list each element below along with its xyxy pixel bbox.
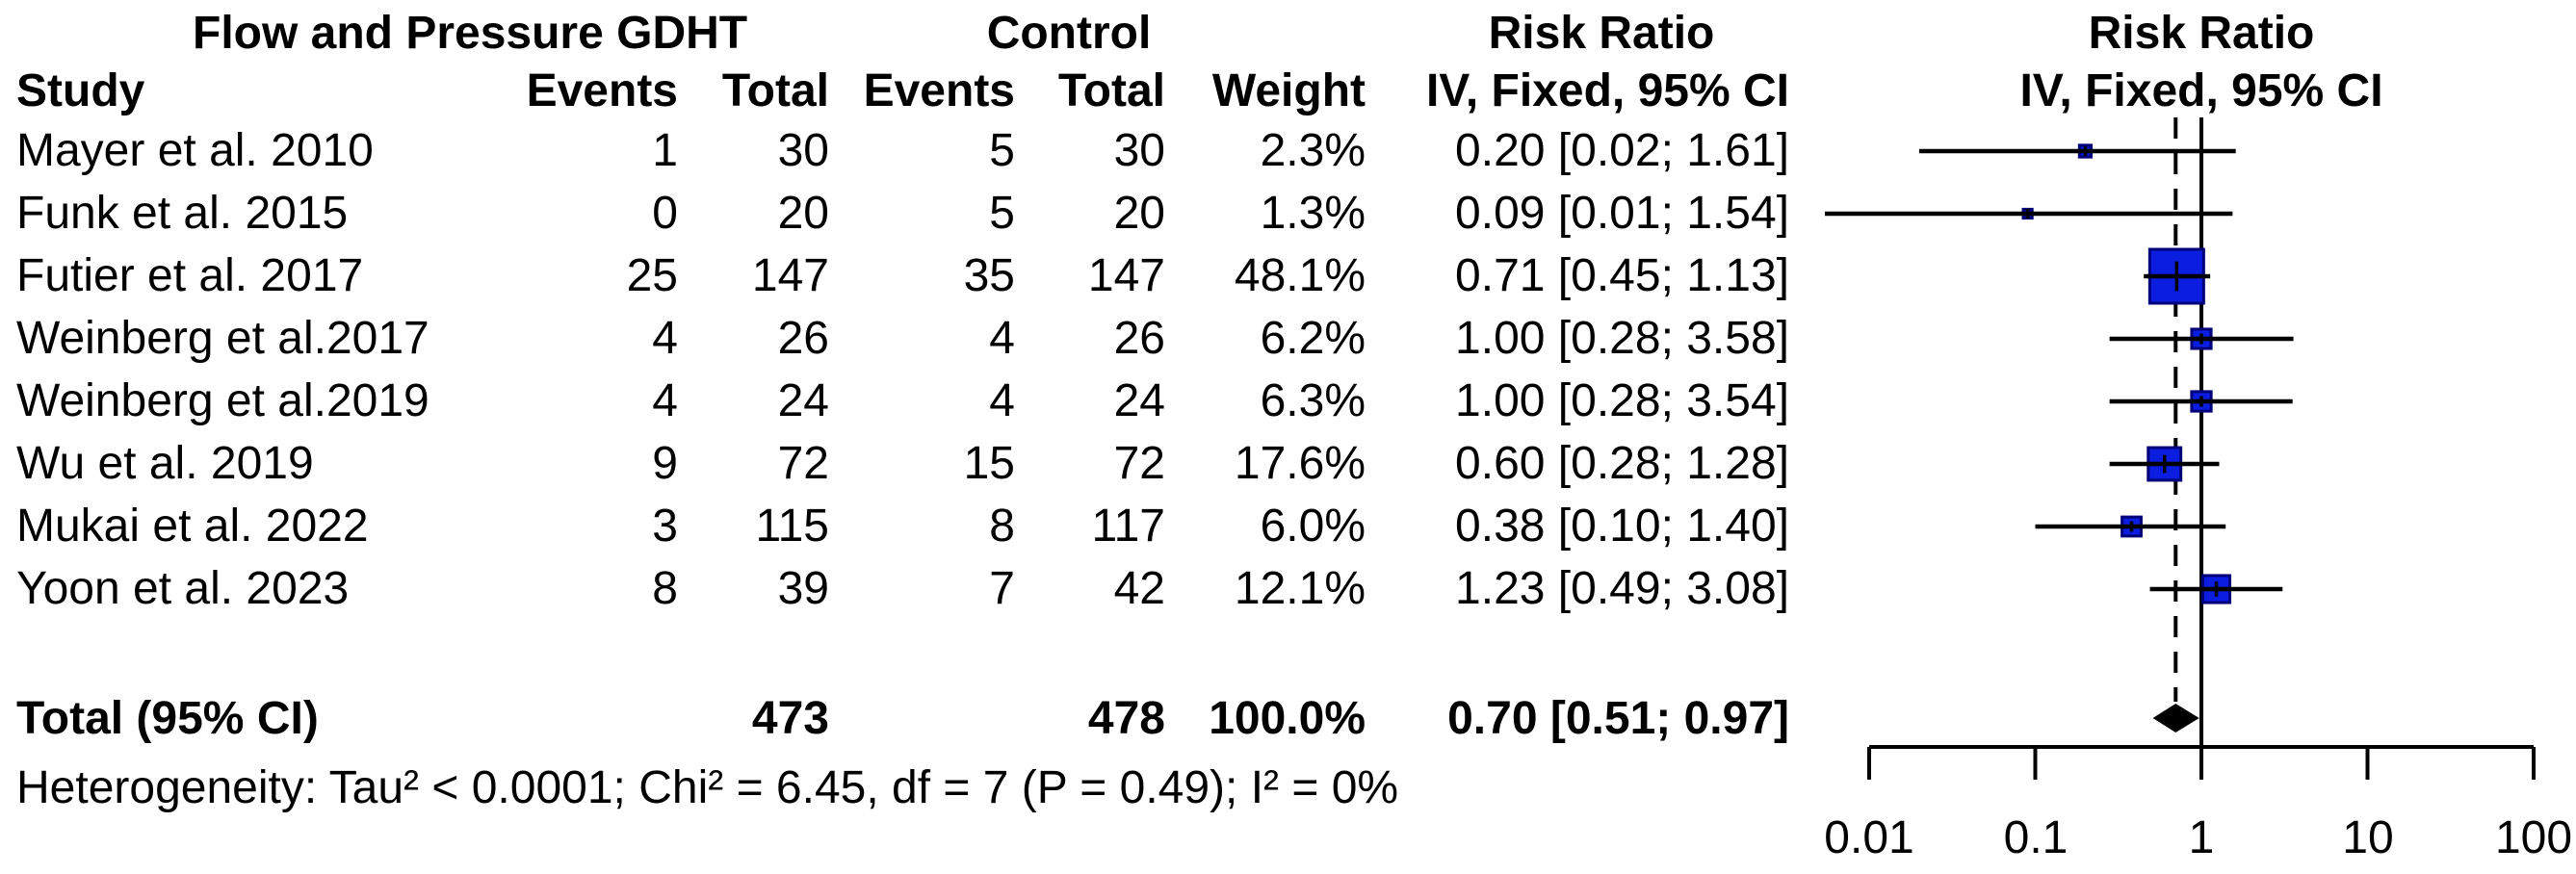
study-column-header: Study	[16, 65, 145, 116]
control-total: 117	[1091, 501, 1165, 552]
header-group-row: Flow and Pressure GDHT Control Risk Rati…	[0, 2, 2576, 64]
effect-estimate: 0.71 [0.45; 1.13]	[1455, 250, 1789, 301]
gdht-total: 147	[751, 250, 829, 301]
control-events: 35	[963, 250, 1015, 301]
gdht-total-column-header: Total	[721, 65, 829, 116]
header-column-row: Study Events Total Events Total Weight I…	[0, 60, 2576, 122]
risk-ratio-plot-header: Risk Ratio	[2088, 8, 2315, 59]
weight-value: 6.3%	[1260, 375, 1366, 426]
weight-value: 6.0%	[1260, 501, 1366, 552]
gdht-events: 1	[652, 125, 678, 176]
total-row: Total (95% CI) 473 478 100.0% 0.70 [0.51…	[0, 687, 2576, 750]
x-axis-tick-label: 0.01	[1824, 812, 1914, 863]
table-row: Yoon et al. 2023 8 39 7 42 12.1% 1.23 [0…	[0, 557, 2576, 620]
control-events-column-header: Events	[863, 65, 1015, 116]
study-name: Mayer et al. 2010	[16, 125, 374, 176]
gdht-total: 24	[777, 375, 829, 426]
control-events: 8	[989, 501, 1015, 552]
study-name: Funk et al. 2015	[16, 188, 349, 239]
heterogeneity-text: Heterogeneity: Tau² < 0.0001; Chi² = 6.4…	[16, 762, 1399, 813]
weight-value: 1.3%	[1260, 188, 1366, 239]
gdht-events: 4	[652, 313, 678, 364]
effect-estimate: 0.38 [0.10; 1.40]	[1455, 501, 1789, 552]
gdht-total: 115	[755, 501, 829, 552]
effect-estimate: 1.23 [0.49; 3.08]	[1455, 563, 1789, 614]
study-name: Weinberg et al.2019	[16, 375, 429, 426]
control-events: 5	[989, 125, 1015, 176]
table-row: Funk et al. 2015 0 20 5 20 1.3% 0.09 [0.…	[0, 182, 2576, 244]
x-axis-tick-label: 100	[2494, 812, 2573, 863]
gdht-total: 30	[777, 125, 829, 176]
gdht-events: 0	[652, 188, 678, 239]
gdht-total: 26	[777, 313, 829, 364]
control-total: 72	[1113, 438, 1165, 489]
control-events: 4	[989, 313, 1015, 364]
control-total: 20	[1113, 188, 1165, 239]
control-grand-total: 478	[1087, 693, 1165, 744]
weight-column-header: Weight	[1211, 65, 1366, 116]
table-row: Mayer et al. 2010 1 30 5 30 2.3% 0.20 [0…	[0, 119, 2576, 182]
control-events: 5	[989, 188, 1015, 239]
x-axis-tick-label: 1	[2188, 812, 2215, 863]
study-name: Yoon et al. 2023	[16, 563, 350, 614]
gdht-total: 72	[777, 438, 829, 489]
effect-estimate: 0.60 [0.28; 1.28]	[1455, 438, 1789, 489]
heterogeneity-row: Heterogeneity: Tau² < 0.0001; Chi² = 6.4…	[0, 757, 2576, 819]
effect-column-header: IV, Fixed, 95% CI	[1425, 65, 1789, 116]
control-events: 4	[989, 375, 1015, 426]
control-events: 7	[989, 563, 1015, 614]
gdht-grand-total: 473	[751, 693, 829, 744]
gdht-events: 4	[652, 375, 678, 426]
table-row: Wu et al. 2019 9 72 15 72 17.6% 0.60 [0.…	[0, 432, 2576, 495]
table-row: Weinberg et al.2017 4 26 4 26 6.2% 1.00 …	[0, 307, 2576, 370]
control-total: 24	[1113, 375, 1165, 426]
effect-estimate: 0.09 [0.01; 1.54]	[1455, 188, 1789, 239]
risk-ratio-text-header: Risk Ratio	[1488, 8, 1715, 59]
study-name: Weinberg et al.2017	[16, 313, 429, 364]
control-total: 42	[1113, 563, 1165, 614]
weight-value: 12.1%	[1234, 563, 1366, 614]
weight-value: 48.1%	[1234, 250, 1366, 301]
control-events: 15	[963, 438, 1015, 489]
x-axis-tick-label: 10	[2342, 812, 2394, 863]
gdht-events: 3	[652, 501, 678, 552]
study-name: Futier et al. 2017	[16, 250, 364, 301]
study-name: Wu et al. 2019	[16, 438, 314, 489]
control-total-column-header: Total	[1057, 65, 1165, 116]
weight-value: 6.2%	[1260, 313, 1366, 364]
gdht-events: 25	[626, 250, 678, 301]
control-total: 147	[1087, 250, 1165, 301]
effect-estimate: 1.00 [0.28; 3.54]	[1455, 375, 1789, 426]
table-row: Futier et al. 2017 25 147 35 147 48.1% 0…	[0, 244, 2576, 307]
gdht-total: 20	[777, 188, 829, 239]
group1-header: Flow and Pressure GDHT	[193, 8, 748, 59]
table-row: Weinberg et al.2019 4 24 4 24 6.3% 1.00 …	[0, 370, 2576, 432]
pooled-effect-estimate: 0.70 [0.51; 0.97]	[1447, 693, 1789, 744]
control-total: 30	[1113, 125, 1165, 176]
control-total: 26	[1113, 313, 1165, 364]
gdht-total: 39	[777, 563, 829, 614]
total-label: Total (95% CI)	[16, 693, 319, 744]
x-axis-tick-label: 0.1	[2003, 812, 2069, 863]
gdht-events-column-header: Events	[526, 65, 678, 116]
effect-estimate: 1.00 [0.28; 3.58]	[1455, 313, 1789, 364]
table-row: Mukai et al. 2022 3 115 8 117 6.0% 0.38 …	[0, 495, 2576, 557]
weight-value: 2.3%	[1260, 125, 1366, 176]
effect-estimate: 0.20 [0.02; 1.61]	[1455, 125, 1789, 176]
gdht-events: 8	[652, 563, 678, 614]
group2-header: Control	[986, 8, 1152, 59]
study-name: Mukai et al. 2022	[16, 501, 369, 552]
pooled-diamond	[2152, 704, 2199, 733]
weight-value: 17.6%	[1234, 438, 1366, 489]
gdht-events: 9	[652, 438, 678, 489]
effect-plot-column-header: IV, Fixed, 95% CI	[2019, 65, 2383, 116]
total-weight: 100.0%	[1209, 693, 1366, 744]
